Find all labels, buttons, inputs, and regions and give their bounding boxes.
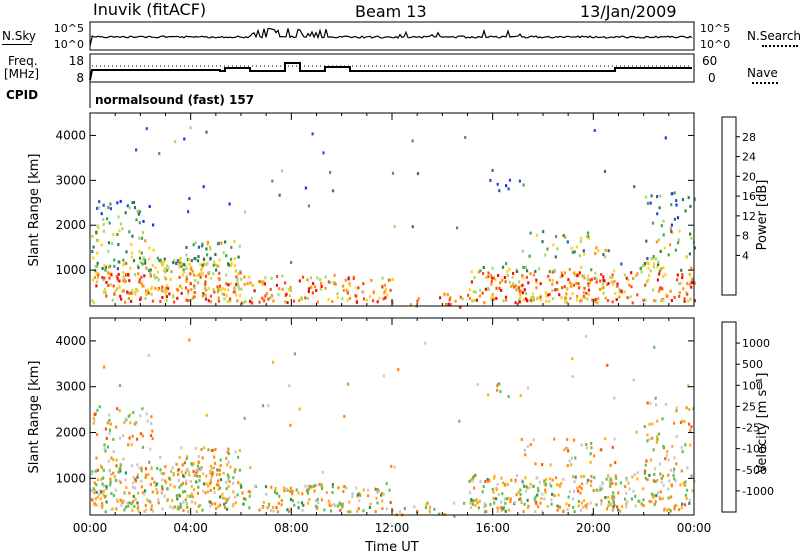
- x-tick-label: 00:00: [73, 521, 108, 535]
- x-tick-label: 00:00: [677, 521, 712, 535]
- nsearch-label: N.Search: [747, 29, 800, 43]
- freq-unit: [MHz]: [4, 67, 40, 81]
- power-scatter-data: [91, 126, 697, 309]
- nave-label: Nave: [747, 66, 778, 80]
- colorbar-tick-label: 28: [742, 131, 756, 144]
- colorbar-tick-label: -25: [742, 422, 760, 435]
- nsky-tick-bottom: 10^0: [54, 38, 84, 51]
- nave-tick-top: 60: [702, 54, 717, 68]
- colorbar-tick-label: 24: [742, 151, 756, 164]
- y-tick-label: 1000: [55, 263, 86, 277]
- power-colorbar-label: Power [dB]: [755, 180, 770, 251]
- velocity-y-axis-label: Slant Range [km]: [27, 361, 42, 474]
- colorbar-tick-label: 4: [742, 249, 749, 262]
- colorbar-tick-label: -100: [742, 443, 767, 456]
- beam-title: Beam 13: [355, 2, 427, 21]
- y-tick-label: 4000: [55, 334, 86, 348]
- strip-traces: [89, 27, 693, 81]
- power-colorbar: 28 24 20 16 12 8 4: [721, 116, 756, 296]
- freq-tick-bottom: 8: [76, 71, 84, 85]
- y-tick-label: 3000: [55, 380, 86, 394]
- power-x-ticks: [89, 113, 695, 306]
- x-tick-label: 20:00: [576, 521, 611, 535]
- nsearch-tick-top: 10^5: [700, 22, 730, 35]
- x-tick-label: 16:00: [475, 521, 510, 535]
- colorbar-tick-label: -500: [742, 464, 767, 477]
- nsearch-tick-bottom: 10^0: [700, 38, 730, 51]
- colorbar-tick-label: 1000: [742, 337, 770, 350]
- colorbar-tick-label: -1000: [742, 485, 774, 498]
- velocity-colorbar: 1000 500 100 25 -25 -100 -500 -1000: [721, 321, 774, 513]
- nsearch-legend-line: [762, 45, 798, 47]
- colorbar-tick-label: 100: [742, 379, 763, 392]
- power-y-ticks: 1000 2000 3000 4000: [55, 128, 694, 277]
- x-tick-label: 08:00: [274, 521, 309, 535]
- velocity-colorbar-label: Velocity [m s⁻¹]: [755, 373, 770, 474]
- power-panel: 1000 2000 3000 4000: [55, 112, 697, 309]
- nave-tick-bottom: 0: [708, 71, 716, 85]
- colorbar-tick-label: 16: [742, 190, 756, 203]
- velocity-panel: 1000 2000 3000 4000 00:00 04:00 08:00 12:00 16:…: [55, 317, 712, 535]
- nsky-tick-top: 10^5: [54, 22, 84, 35]
- y-tick-label: 3000: [55, 173, 86, 187]
- x-tick-label: 04:00: [173, 521, 208, 535]
- velocity-y-ticks: 1000 2000 3000 4000: [55, 334, 694, 485]
- freq-strip: [89, 53, 695, 83]
- velocity-scatter-data: [90, 334, 696, 518]
- colorbar-tick-label: 500: [742, 358, 763, 371]
- nave-legend-line: [752, 82, 778, 84]
- cpid-text: normalsound (fast) 157: [95, 93, 255, 107]
- colorbar-tick-label: 12: [742, 210, 756, 223]
- x-tick-label: 12:00: [375, 521, 410, 535]
- nsky-legend-line: [2, 44, 32, 45]
- y-tick-label: 2000: [55, 426, 86, 440]
- y-tick-label: 2000: [55, 218, 86, 232]
- x-axis-label: Time UT: [364, 540, 418, 554]
- velocity-x-ticks: 00:00 04:00 08:00 12:00 16:00 20:00 00:00: [73, 318, 712, 535]
- nsky-label: N.Sky: [2, 29, 37, 43]
- power-y-axis-label: Slant Range [km]: [27, 154, 42, 267]
- y-tick-label: 1000: [55, 471, 86, 485]
- station-title: Inuvik (fitACF): [93, 0, 207, 19]
- freq-tick-top: 18: [69, 54, 84, 68]
- nsky-strip: [89, 21, 695, 51]
- y-tick-label: 4000: [55, 128, 86, 142]
- colorbar-tick-label: 8: [742, 230, 749, 243]
- colorbar-tick-label: 20: [742, 170, 756, 183]
- cpid-label: CPID: [6, 88, 39, 102]
- colorbar-tick-label: 25: [742, 400, 756, 413]
- date-title: 13/Jan/2009: [580, 2, 677, 21]
- freq-label: Freq.: [8, 54, 38, 68]
